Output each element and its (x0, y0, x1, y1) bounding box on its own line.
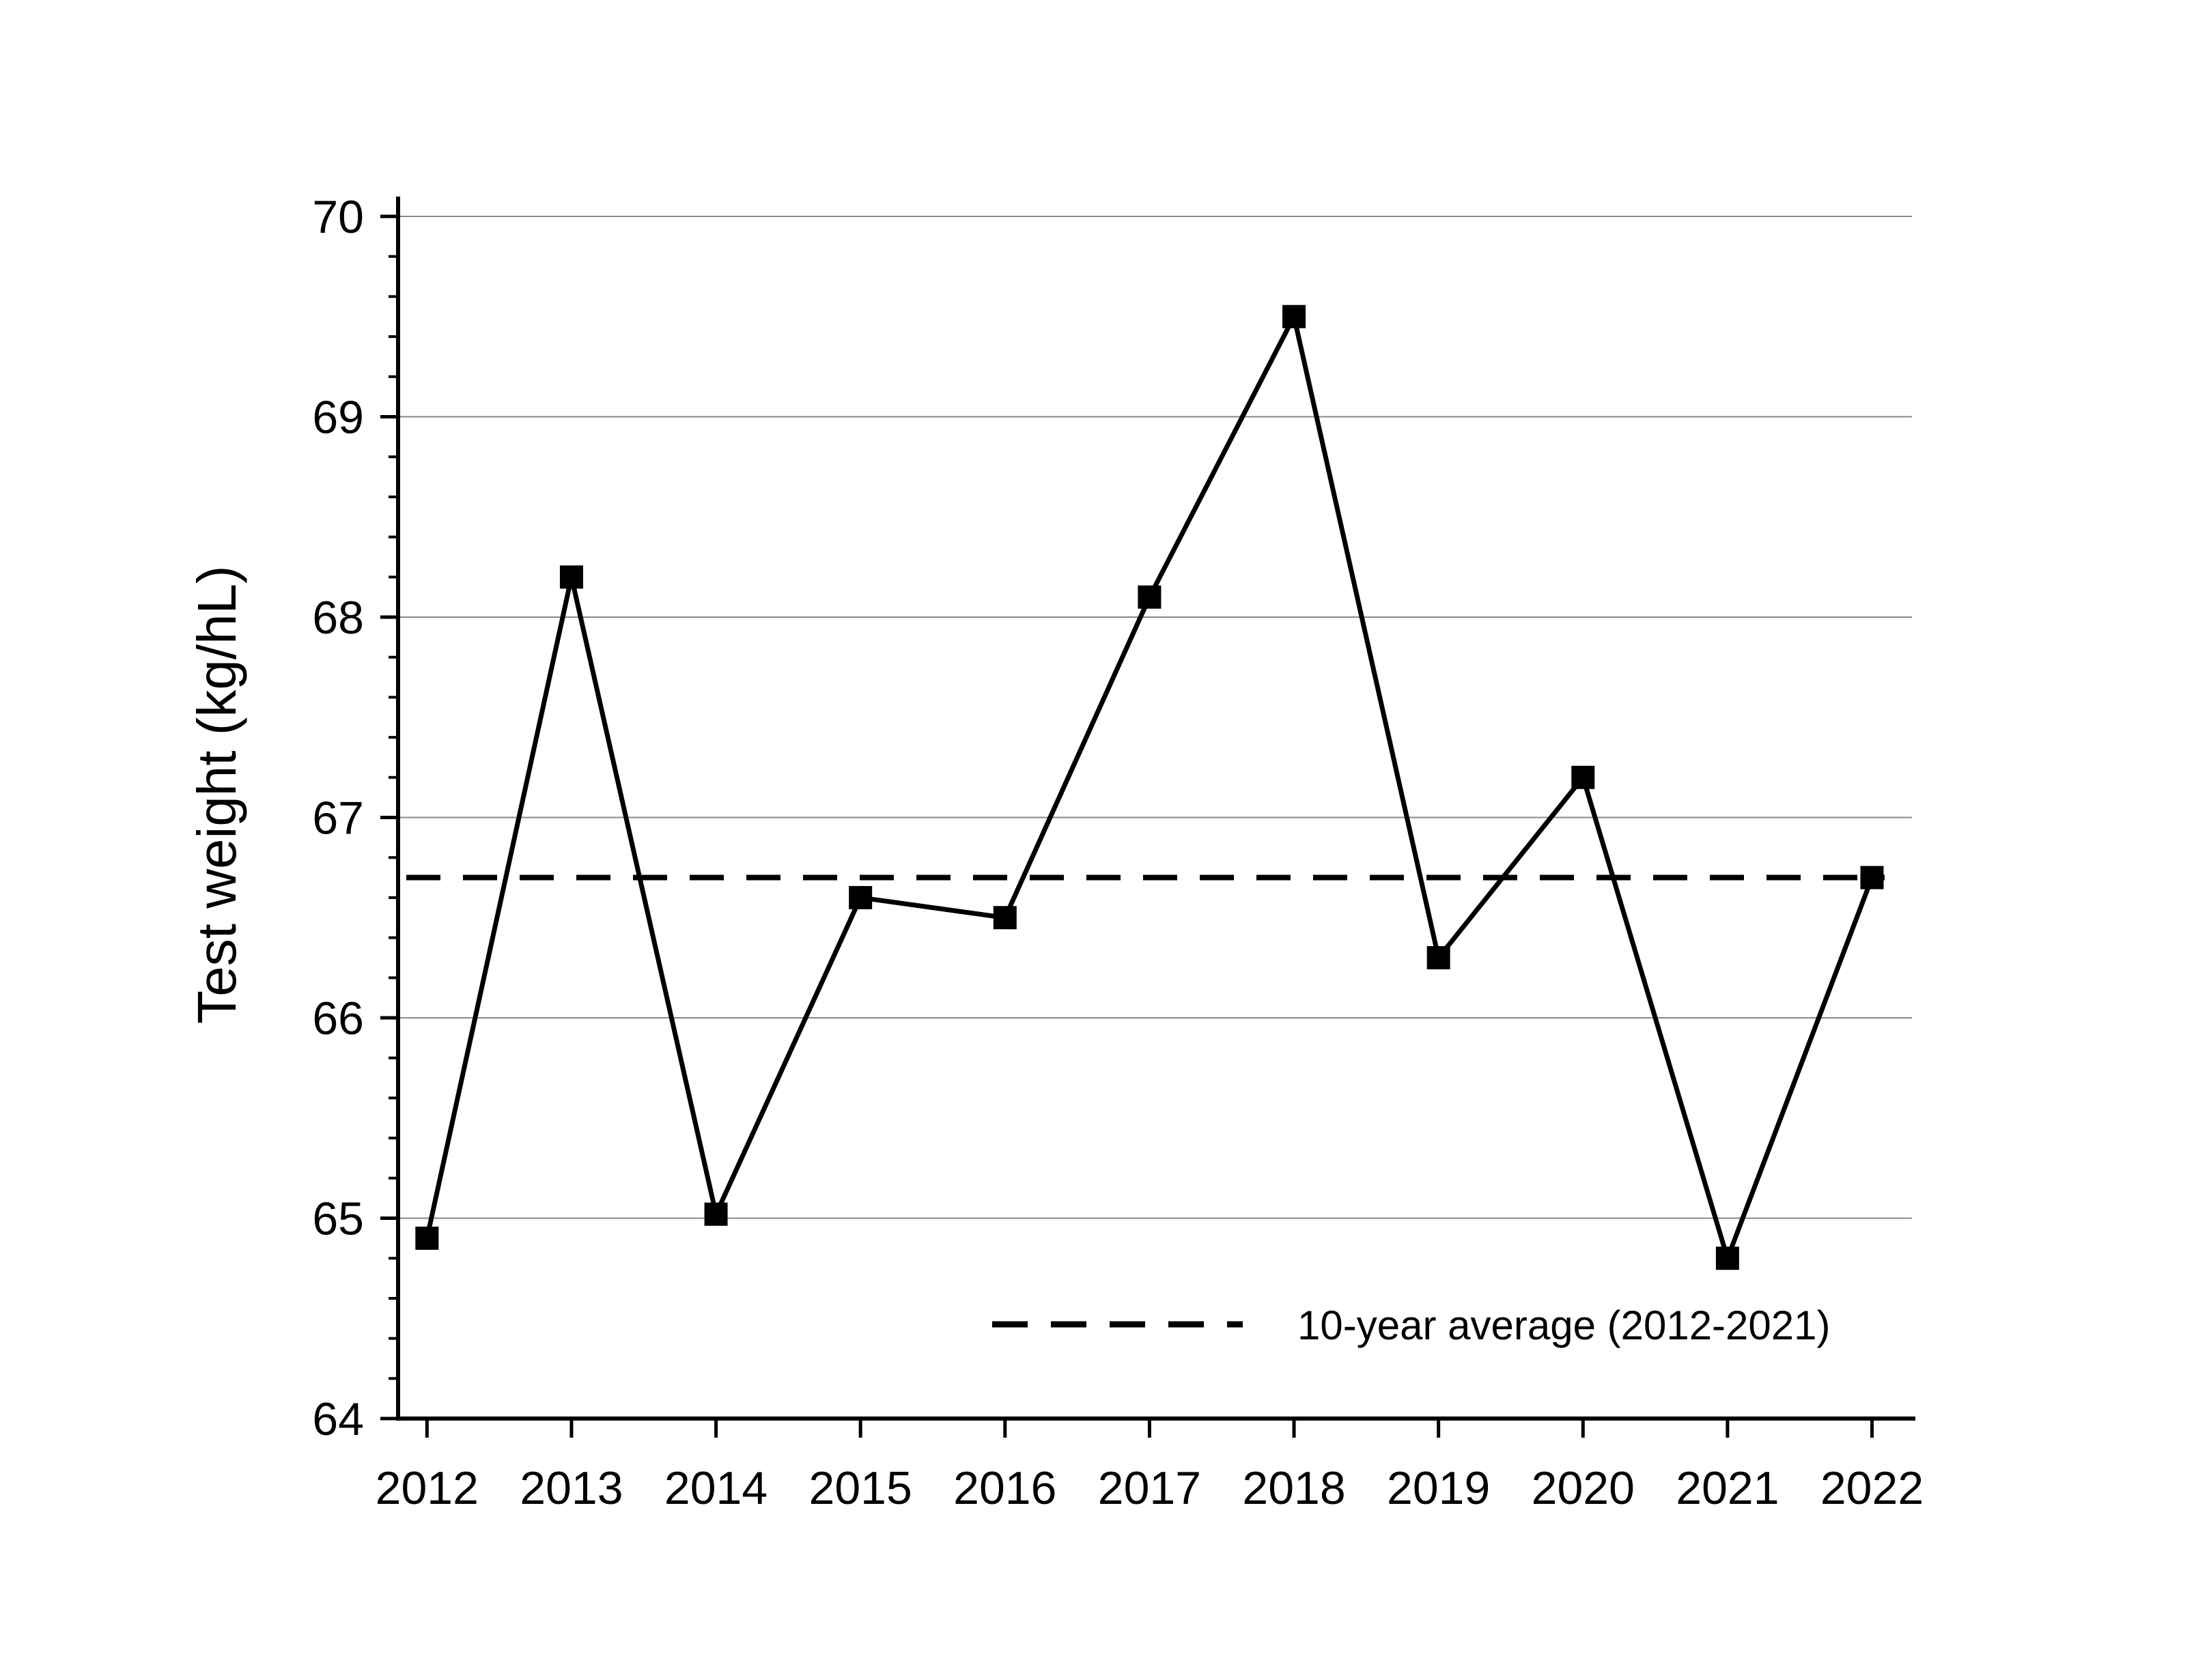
data-point-2012 (415, 1226, 439, 1250)
y-tick-labels: 64 65 66 67 68 69 70 (312, 191, 364, 1445)
x-tick-label-2016: 2016 (953, 1462, 1056, 1514)
series-line (424, 309, 1874, 1266)
axes (380, 197, 1915, 1438)
y-tick-label-64: 64 (312, 1393, 364, 1445)
x-tick-label-2012: 2012 (376, 1462, 479, 1514)
x-tick-label-2019: 2019 (1387, 1462, 1490, 1514)
y-axis-label: Test weight (kg/hL) (186, 565, 247, 1023)
grid-lines (398, 216, 1912, 1219)
x-tick-label-2015: 2015 (809, 1462, 912, 1514)
data-point-2019 (1426, 945, 1450, 969)
x-tick-label-2018: 2018 (1242, 1462, 1345, 1514)
series-group (415, 304, 1884, 1270)
data-point-2020 (1571, 765, 1595, 789)
x-tick-label-2021: 2021 (1676, 1462, 1779, 1514)
data-point-2015 (849, 885, 873, 909)
x-tick-label-2013: 2013 (520, 1462, 623, 1514)
data-point-2013 (559, 565, 583, 589)
x-tick-label-2017: 2017 (1098, 1462, 1201, 1514)
x-tick-label-2014: 2014 (664, 1462, 768, 1514)
data-point-2016 (993, 906, 1017, 930)
x-tick-label-2022: 2022 (1820, 1462, 1924, 1514)
y-tick-label-69: 69 (312, 392, 364, 444)
y-tick-label-65: 65 (312, 1193, 364, 1245)
data-point-2022 (1860, 866, 1884, 889)
y-tick-label-70: 70 (312, 191, 364, 243)
y-tick-label-68: 68 (312, 592, 364, 644)
x-tick-label-2020: 2020 (1532, 1462, 1635, 1514)
data-point-2021 (1715, 1247, 1739, 1270)
data-point-2014 (704, 1202, 728, 1226)
data-point-2018 (1282, 304, 1306, 328)
y-tick-label-66: 66 (312, 993, 364, 1044)
x-tick-labels: 2012 2013 2014 2015 2016 2017 2018 2019 2020 2021… (376, 1462, 1924, 1514)
y-tick-label-67: 67 (312, 793, 364, 844)
legend: 10-year average (2012-2021) (992, 1302, 1831, 1348)
data-point-2017 (1138, 585, 1162, 609)
legend-label-average: 10-year average (2012-2021) (1297, 1302, 1831, 1348)
